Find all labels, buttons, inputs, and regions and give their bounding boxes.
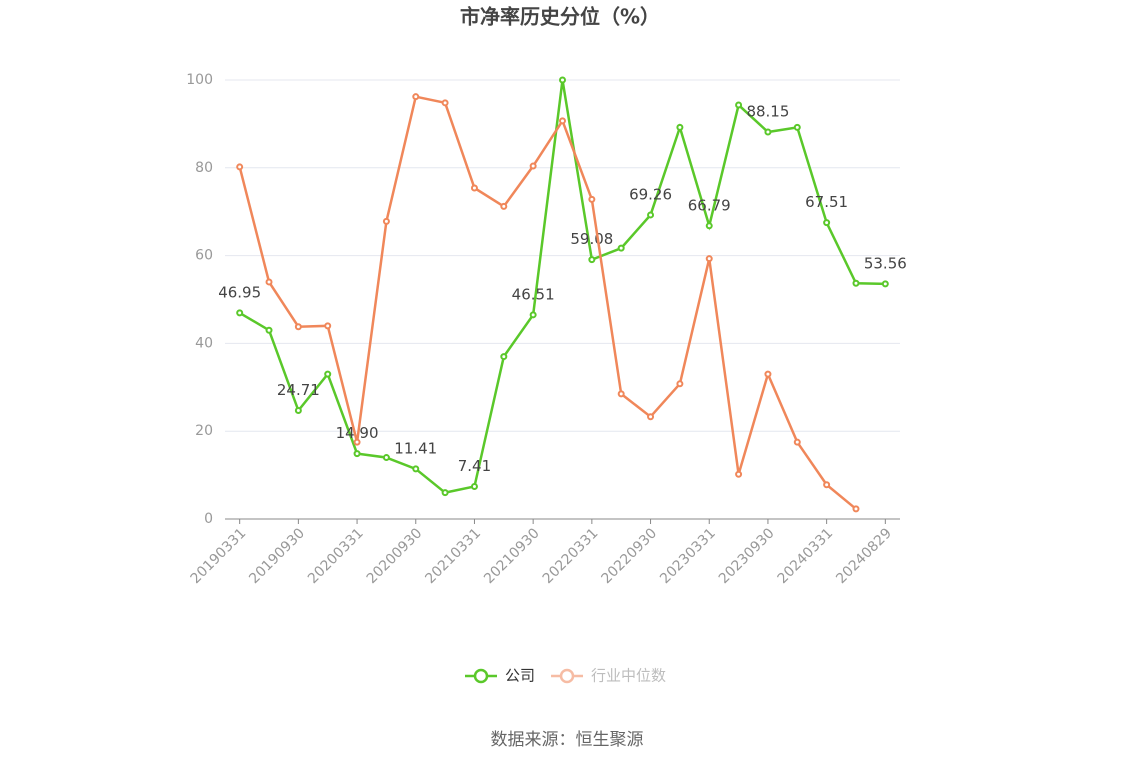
x-tick-label: 20220930 (598, 525, 660, 587)
y-tick-label: 60 (195, 248, 213, 264)
x-tick-label: 20240829 (833, 525, 895, 587)
data-point (412, 93, 420, 101)
data-label: 46.95 (218, 283, 261, 301)
x-tick-label: 20200930 (364, 525, 426, 587)
data-point (764, 370, 772, 378)
data-label: 7.41 (458, 457, 491, 475)
data-point (324, 370, 332, 378)
legend-item[interactable]: 公司 (465, 667, 535, 685)
x-tick-label: 20230331 (657, 525, 719, 587)
x-tick-label: 20210930 (481, 525, 543, 587)
data-point (559, 117, 566, 125)
y-tick-label: 20 (195, 423, 213, 439)
legend-label: 公司 (505, 667, 535, 685)
x-tick-label: 20210331 (422, 525, 484, 587)
data-point (470, 184, 478, 192)
x-tick-label: 20190331 (188, 525, 250, 587)
data-point (793, 123, 801, 131)
data-label: 24.71 (277, 381, 320, 399)
data-label: 11.41 (394, 439, 437, 457)
data-point (764, 128, 772, 136)
data-point (588, 195, 596, 203)
data-point (500, 202, 508, 210)
source-note: 数据来源：恒生聚源 (491, 730, 644, 750)
data-label: 46.51 (512, 285, 555, 303)
data-point (265, 326, 273, 334)
data-point (823, 481, 831, 489)
data-label: 53.56 (864, 254, 907, 272)
x-tick-label: 20200331 (305, 525, 367, 587)
data-point (793, 438, 801, 446)
data-point (236, 163, 244, 171)
data-point (617, 244, 625, 252)
data-point (324, 322, 332, 330)
legend-label: 行业中位数 (591, 667, 666, 685)
legend-marker (473, 668, 489, 684)
data-point (441, 99, 449, 107)
data-label: 66.79 (688, 196, 731, 214)
data-point (852, 505, 860, 513)
y-tick-label: 100 (186, 72, 213, 88)
data-label: 69.26 (629, 185, 672, 203)
data-point (412, 465, 420, 473)
data-point (294, 323, 302, 331)
y-tick-label: 0 (204, 511, 213, 527)
data-point (353, 438, 361, 446)
data-label: 59.08 (570, 230, 613, 248)
data-label: 88.15 (746, 103, 789, 121)
y-tick-label: 80 (195, 160, 213, 176)
data-point (441, 489, 449, 497)
data-point (529, 311, 537, 319)
data-point (881, 280, 889, 288)
data-point (676, 123, 684, 131)
data-point (647, 413, 655, 421)
data-point (529, 162, 537, 170)
legend-item[interactable]: 行业中位数 (551, 667, 666, 685)
data-point (294, 407, 302, 415)
data-point (676, 380, 684, 388)
data-label: 67.51 (805, 193, 848, 211)
data-point (470, 482, 478, 490)
data-point (588, 256, 596, 264)
x-tick-label: 20230930 (716, 525, 778, 587)
data-point (236, 309, 244, 317)
data-point (382, 217, 390, 225)
data-point (382, 454, 390, 462)
data-point (705, 255, 713, 263)
y-tick-label: 40 (195, 335, 213, 351)
data-point (735, 101, 743, 109)
series-line (238, 95, 857, 510)
data-point (823, 219, 831, 227)
legend-marker (559, 668, 575, 684)
data-point (647, 211, 655, 219)
data-point (617, 390, 625, 398)
data-point (559, 76, 566, 84)
data-point (705, 222, 713, 230)
data-point (500, 353, 508, 361)
data-point (735, 470, 743, 478)
data-point (265, 278, 273, 286)
x-tick-label: 20220331 (540, 525, 602, 587)
chart-title: 市净率历史分位（%） (460, 5, 660, 29)
data-point (852, 279, 860, 287)
data-point (353, 450, 361, 458)
x-tick-label: 20190930 (246, 525, 308, 587)
x-tick-label: 20240331 (775, 525, 837, 587)
